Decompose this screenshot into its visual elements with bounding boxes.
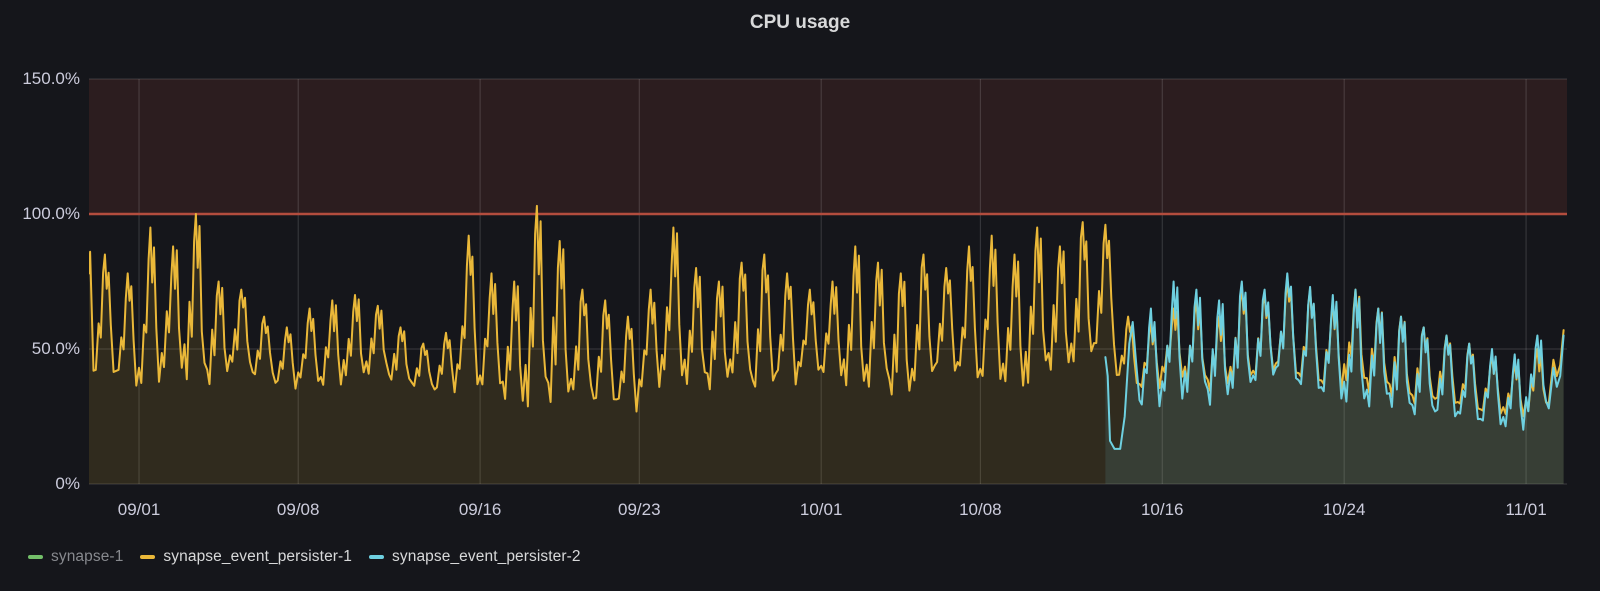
- legend-item-synapse_event_persister-2[interactable]: synapse_event_persister-2: [369, 548, 581, 566]
- series-line-synapse_event_persister-2: [1104, 272, 1565, 450]
- x-tick-label-09/16: 09/16: [458, 500, 502, 519]
- y-tick-label-0%: 0%: [55, 474, 80, 493]
- y-tick-label-100.0%: 100.0%: [22, 204, 80, 223]
- x-tick-label-10/08: 10/08: [959, 500, 1002, 519]
- y-tick-label-50.0%: 50.0%: [31, 339, 80, 358]
- x-tick-label-09/23: 09/23: [617, 500, 661, 519]
- y-tick-label-150.0%: 150.0%: [22, 69, 80, 88]
- x-tick-label-09/01: 09/01: [117, 500, 161, 519]
- x-tick-label-11/01: 11/01: [1505, 500, 1547, 519]
- x-tick-label-10/24: 10/24: [1322, 500, 1366, 519]
- panel-title: CPU usage: [749, 12, 851, 33]
- legend-item-synapse-1[interactable]: synapse-1: [28, 548, 123, 566]
- x-tick-label-09/08: 09/08: [276, 500, 320, 519]
- legend-label: synapse-1: [51, 548, 124, 565]
- legend-color-dash: [369, 555, 385, 559]
- x-tick-label-10/01: 10/01: [799, 500, 843, 519]
- threshold-region: [89, 79, 1567, 214]
- x-tick-label-10/16: 10/16: [1140, 500, 1184, 519]
- legend-label: synapse_event_persister-1: [163, 548, 353, 565]
- legend-item-synapse_event_persister-1[interactable]: synapse_event_persister-1: [140, 548, 352, 566]
- legend-color-dash: [28, 555, 43, 559]
- legend: synapse-1 synapse_event_persister-1 synaps…: [28, 544, 581, 570]
- legend-label: synapse_event_persister-2: [392, 548, 581, 565]
- legend-color-dash: [140, 555, 156, 559]
- plot-area[interactable]: [89, 79, 1567, 484]
